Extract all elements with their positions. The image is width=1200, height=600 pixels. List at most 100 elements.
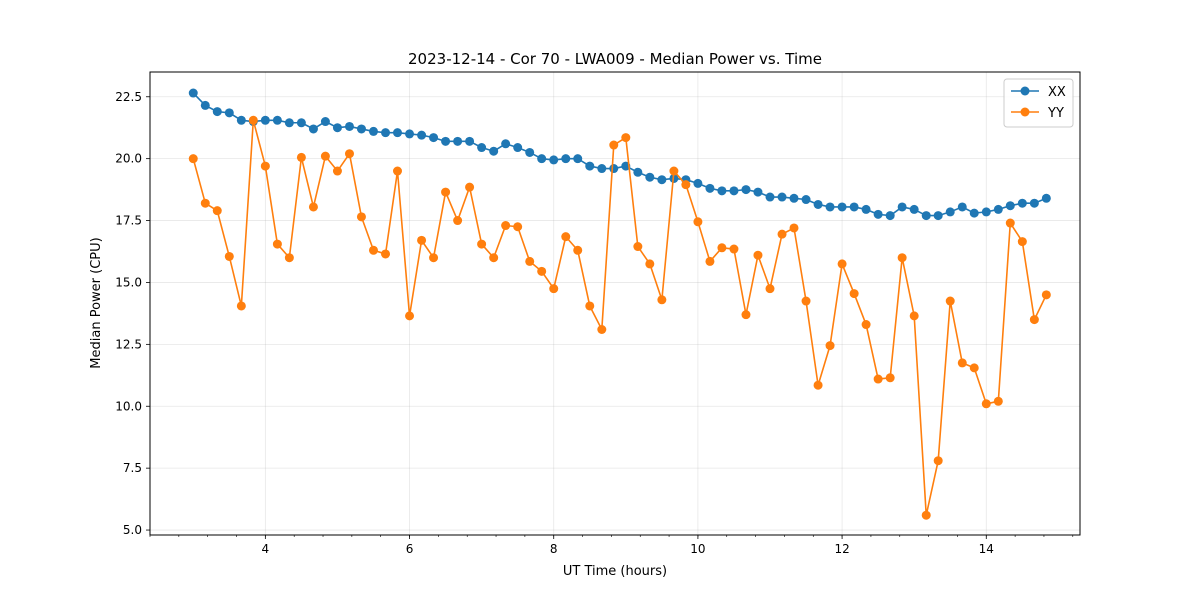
x-tick-label: 8 — [550, 542, 558, 556]
data-point-xx — [945, 207, 955, 217]
data-point-xx — [513, 143, 523, 153]
data-point-xx — [405, 129, 415, 139]
data-point-yy — [308, 202, 318, 212]
data-point-yy — [897, 253, 907, 263]
axes-layer: 5.0 7.5 10.0 12.5 15.0 17.5 20.0 22.5 4 6 8 10 12 14 — [115, 90, 1074, 556]
data-point-yy — [441, 187, 451, 197]
data-point-yy — [717, 243, 727, 253]
data-point-yy — [477, 239, 487, 249]
data-point-xx — [320, 117, 330, 127]
data-point-xx — [200, 100, 210, 110]
data-point-yy — [729, 244, 739, 254]
data-point-yy — [777, 229, 787, 239]
data-point-xx — [212, 107, 222, 117]
data-point-xx — [465, 136, 475, 146]
y-axis-label: Median Power (CPU) — [89, 237, 104, 368]
data-point-xx — [1005, 201, 1015, 211]
data-point-yy — [356, 212, 366, 222]
data-point-yy — [873, 374, 883, 384]
data-point-yy — [753, 250, 763, 260]
data-point-yy — [501, 221, 511, 231]
data-point-yy — [296, 152, 306, 162]
data-point-xx — [753, 187, 763, 197]
data-point-yy — [272, 239, 282, 249]
data-point-yy — [573, 245, 583, 255]
data-point-yy — [332, 166, 342, 176]
grid-layer — [150, 72, 1080, 535]
data-point-yy — [236, 301, 246, 311]
data-point-yy — [1005, 218, 1015, 228]
y-tick-label: 12.5 — [115, 337, 142, 351]
data-point-yy — [284, 253, 294, 263]
data-point-xx — [729, 186, 739, 196]
data-point-xx — [693, 178, 703, 188]
data-point-yy — [885, 373, 895, 383]
data-point-yy — [765, 284, 775, 294]
x-tick-label: 12 — [834, 542, 849, 556]
data-point-yy — [1041, 290, 1051, 300]
data-point-xx — [993, 204, 1003, 214]
x-tick-label: 10 — [690, 542, 705, 556]
data-point-xx — [741, 185, 751, 195]
data-point-yy — [801, 296, 811, 306]
data-point-yy — [320, 151, 330, 161]
data-point-yy — [993, 396, 1003, 406]
data-point-yy — [368, 245, 378, 255]
data-point-xx — [489, 146, 499, 156]
data-point-xx — [777, 192, 787, 202]
data-point-yy — [969, 363, 979, 373]
plot-area-frame — [149, 71, 1081, 536]
data-point-xx — [765, 192, 775, 202]
series-line-xx — [192, 92, 1047, 217]
data-point-xx — [1029, 198, 1039, 208]
data-point-xx — [849, 202, 859, 212]
data-point-xx — [284, 118, 294, 128]
data-point-yy — [188, 154, 198, 164]
data-point-xx — [885, 211, 895, 221]
data-point-xx — [549, 155, 559, 165]
data-point-xx — [296, 118, 306, 128]
data-point-xx — [441, 136, 451, 146]
data-point-xx — [525, 147, 535, 157]
data-point-xx — [933, 211, 943, 221]
data-point-xx — [308, 124, 318, 134]
data-point-xx — [969, 208, 979, 218]
data-point-yy — [248, 115, 258, 125]
data-point-yy — [681, 180, 691, 190]
data-point-yy — [693, 217, 703, 227]
data-point-yy — [813, 380, 823, 390]
data-point-xx — [561, 154, 571, 164]
series-layer — [188, 88, 1051, 520]
data-point-yy — [392, 166, 402, 176]
data-point-xx — [429, 133, 439, 143]
data-point-xx — [837, 202, 847, 212]
data-point-xx — [657, 175, 667, 185]
data-point-yy — [657, 295, 667, 305]
data-point-xx — [897, 202, 907, 212]
data-point-xx — [645, 172, 655, 182]
data-point-yy — [525, 256, 535, 266]
y-tick-label: 20.0 — [115, 152, 142, 166]
data-point-yy — [669, 166, 679, 176]
y-tick-label: 17.5 — [115, 214, 142, 228]
data-point-yy — [513, 222, 523, 232]
data-point-xx — [1041, 193, 1051, 203]
data-point-xx — [260, 115, 270, 125]
y-tick-label: 22.5 — [115, 90, 142, 104]
data-point-yy — [405, 311, 415, 321]
data-point-yy — [200, 198, 210, 208]
data-point-yy — [1017, 237, 1027, 247]
data-point-yy — [621, 133, 631, 143]
x-tick-label: 14 — [979, 542, 994, 556]
data-point-yy — [224, 251, 234, 261]
data-point-yy — [260, 161, 270, 171]
data-point-yy — [633, 242, 643, 252]
data-point-xx — [585, 161, 595, 171]
data-point-yy — [429, 253, 439, 263]
data-point-xx — [609, 164, 619, 174]
data-point-xx — [909, 204, 919, 214]
data-point-xx — [417, 130, 427, 140]
data-point-yy — [837, 259, 847, 269]
data-point-xx — [368, 126, 378, 136]
data-point-yy — [381, 249, 391, 259]
